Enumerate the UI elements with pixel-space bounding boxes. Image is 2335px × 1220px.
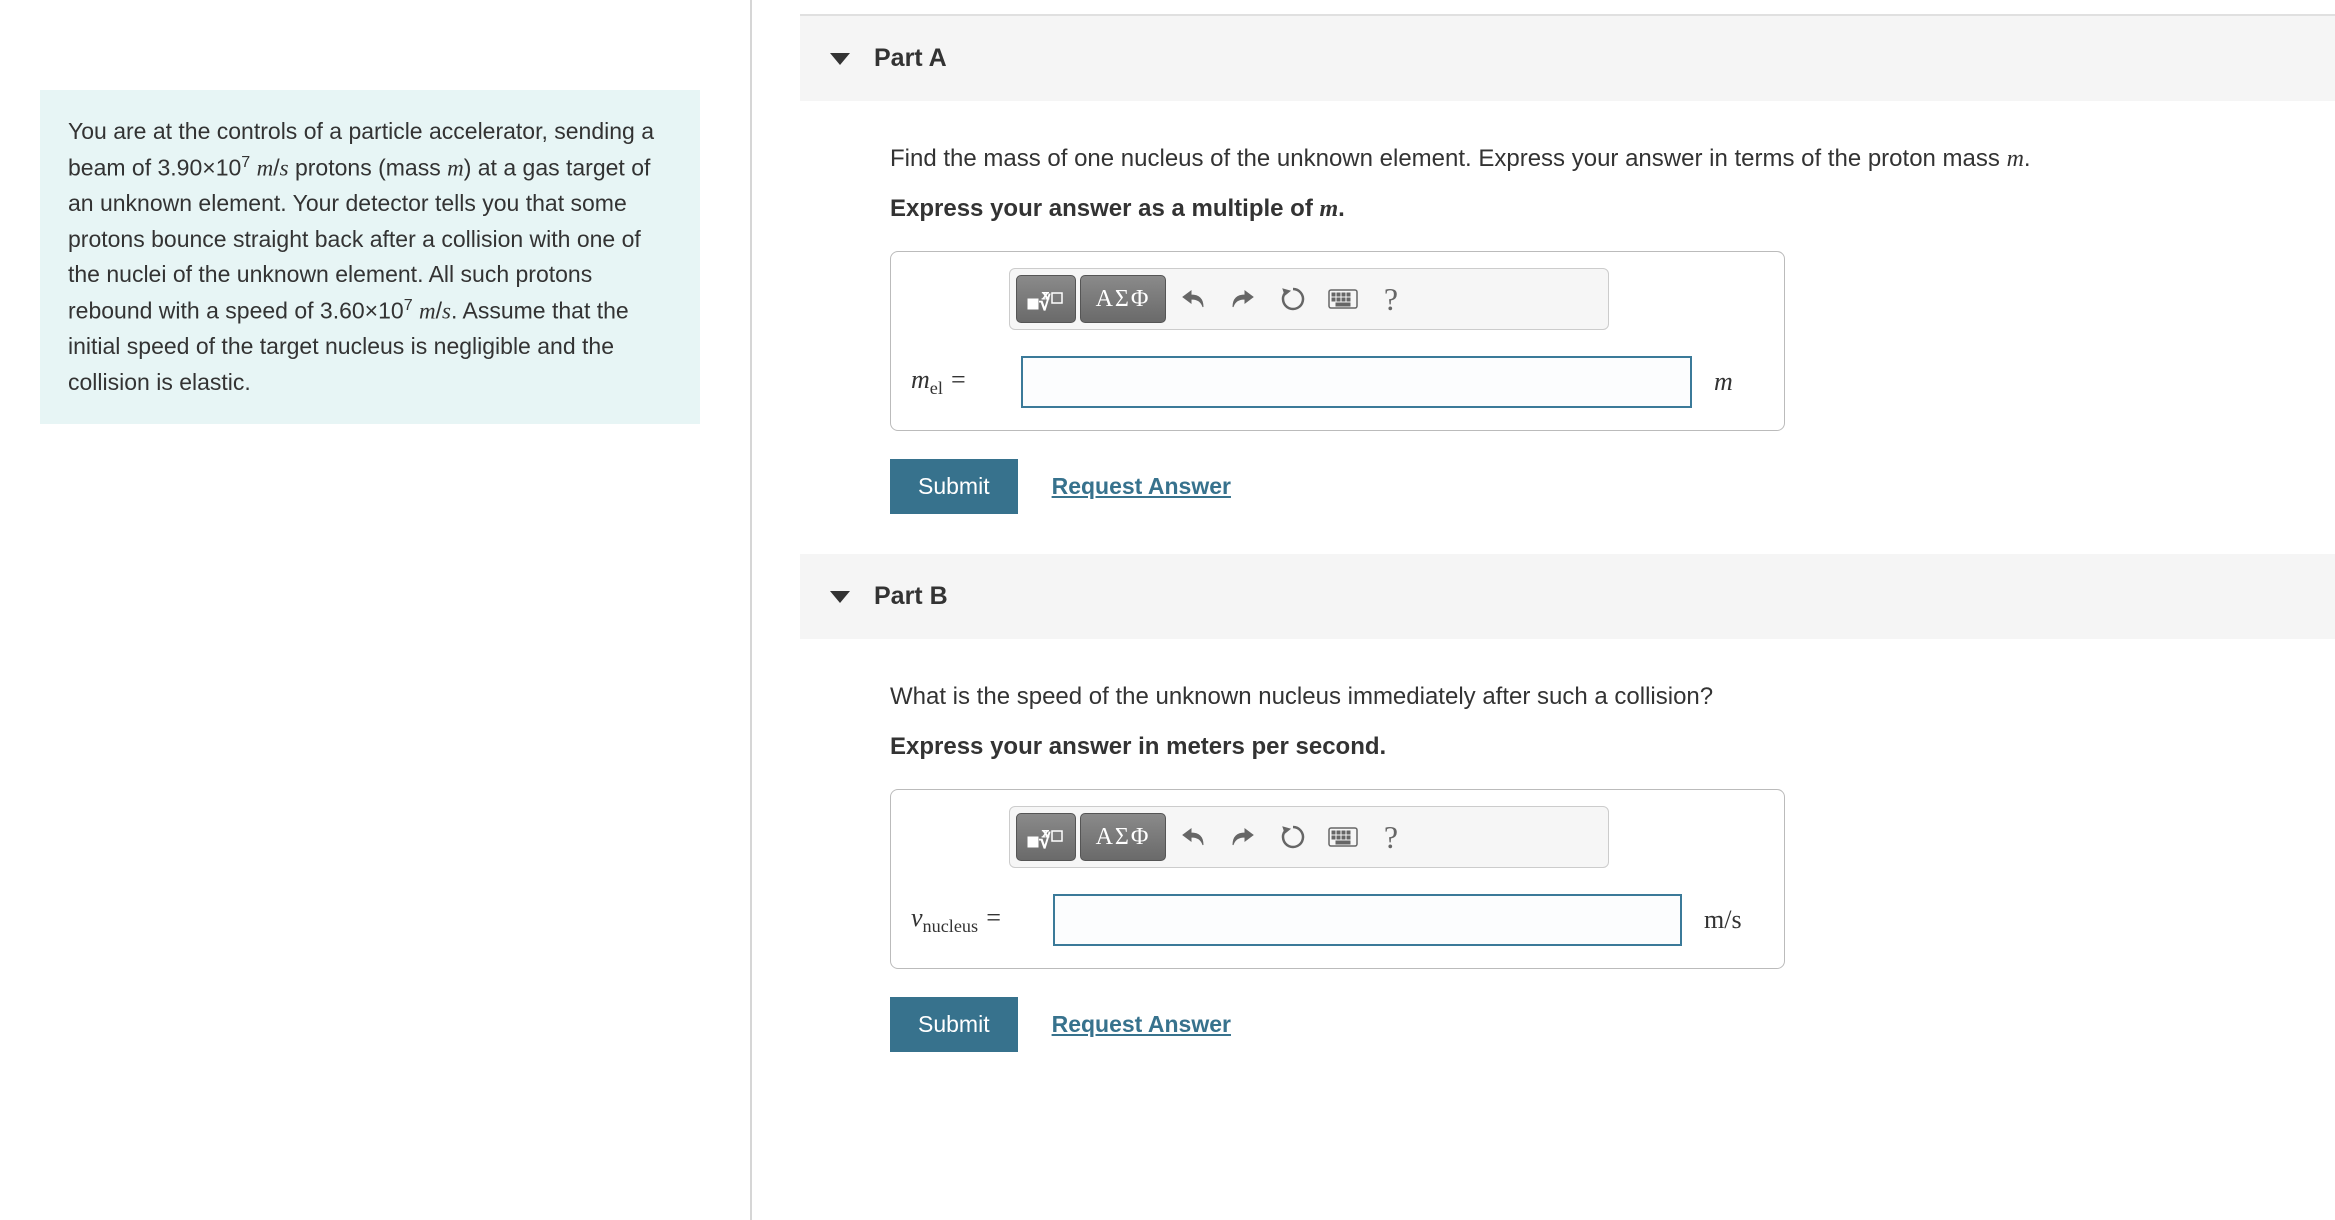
part-a-request-answer-link[interactable]: Request Answer [1052, 473, 1231, 500]
reset-button[interactable] [1270, 815, 1316, 859]
templates-button[interactable]: x √ [1016, 813, 1076, 861]
part-a-unit: m [1704, 367, 1764, 397]
reset-button[interactable] [1270, 277, 1316, 321]
help-button[interactable]: ? [1370, 281, 1412, 318]
part-b-request-answer-link[interactable]: Request Answer [1052, 1011, 1231, 1038]
undo-button[interactable] [1170, 277, 1216, 321]
part-a-express: Express your answer as a multiple of m. [890, 195, 2295, 223]
part-b-toolbar: x √ ΑΣΦ [1009, 806, 1609, 868]
part-b-title: Part B [874, 582, 948, 611]
part-b-input-row: vnucleus = m/s [911, 894, 1764, 946]
part-b-answer-input[interactable] [1053, 894, 1682, 946]
part-b-buttons: Submit Request Answer [890, 997, 2295, 1052]
collapse-icon [830, 591, 850, 603]
problem-text: You are at the controls of a particle ac… [68, 114, 672, 400]
part-b-answer-box: x √ ΑΣΦ [890, 789, 1785, 969]
vertical-divider [750, 0, 752, 1220]
part-a-answer-input[interactable] [1021, 356, 1692, 408]
part-a-toolbar: x √ ΑΣΦ [1009, 268, 1609, 330]
main-content: Part A Find the mass of one nucleus of t… [800, 0, 2335, 1092]
keyboard-button[interactable] [1320, 815, 1366, 859]
help-button[interactable]: ? [1370, 819, 1412, 856]
greek-button[interactable]: ΑΣΦ [1080, 275, 1166, 323]
part-a-input-row: mel = m [911, 356, 1764, 408]
part-a-var-label: mel = [911, 365, 1009, 399]
part-a-header[interactable]: Part A [800, 16, 2335, 101]
part-b-var-label: vnucleus = [911, 903, 1041, 937]
svg-text:√: √ [1039, 831, 1050, 851]
part-a-answer-box: x √ ΑΣΦ [890, 251, 1785, 431]
part-b-submit-button[interactable]: Submit [890, 997, 1018, 1052]
part-a-submit-button[interactable]: Submit [890, 459, 1018, 514]
svg-text:√: √ [1039, 293, 1050, 313]
greek-button[interactable]: ΑΣΦ [1080, 813, 1166, 861]
part-a-body: Find the mass of one nucleus of the unkn… [800, 101, 2335, 554]
part-b-question: What is the speed of the unknown nucleus… [890, 679, 2295, 715]
part-b-unit: m/s [1694, 905, 1764, 935]
problem-statement-panel: You are at the controls of a particle ac… [40, 90, 700, 424]
part-b-header[interactable]: Part B [800, 554, 2335, 639]
redo-button[interactable] [1220, 277, 1266, 321]
templates-button[interactable]: x √ [1016, 275, 1076, 323]
undo-button[interactable] [1170, 815, 1216, 859]
keyboard-button[interactable] [1320, 277, 1366, 321]
part-b-body: What is the speed of the unknown nucleus… [800, 639, 2335, 1092]
collapse-icon [830, 53, 850, 65]
redo-button[interactable] [1220, 815, 1266, 859]
part-a-buttons: Submit Request Answer [890, 459, 2295, 514]
part-a-title: Part A [874, 44, 947, 73]
part-b-express: Express your answer in meters per second… [890, 733, 2295, 761]
part-a-question: Find the mass of one nucleus of the unkn… [890, 141, 2295, 177]
